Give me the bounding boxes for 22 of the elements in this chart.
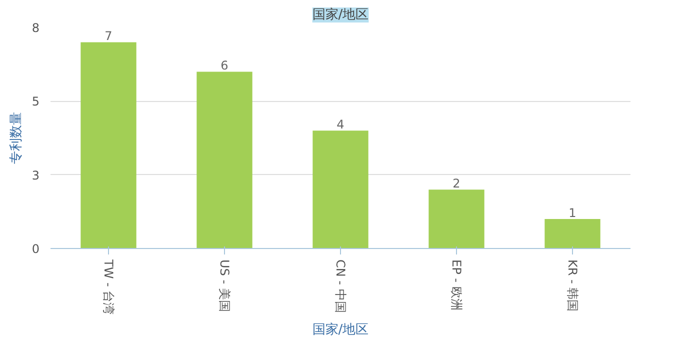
x-tick-label: TW - 台湾 xyxy=(102,258,116,315)
data-label: 2 xyxy=(452,176,460,191)
x-tick-label: CN - 中国 xyxy=(334,260,348,313)
y-tick-label: 8 xyxy=(32,21,40,35)
data-label: 7 xyxy=(104,29,112,44)
bar xyxy=(196,72,252,248)
y-tick-label: 5 xyxy=(32,94,40,109)
x-tick-label: EP - 欧洲 xyxy=(450,260,464,310)
chart-title: 国家/地区 xyxy=(312,6,369,22)
x-tick-label: US - 美国 xyxy=(218,260,232,312)
y-tick-label: 0 xyxy=(32,242,40,256)
y-tick-label: 3 xyxy=(32,168,40,182)
data-label: 6 xyxy=(220,58,228,73)
y-axis-title: 专利数量 xyxy=(8,112,24,164)
bar xyxy=(80,42,136,248)
bar xyxy=(312,130,368,248)
data-label: 4 xyxy=(336,118,344,132)
bar xyxy=(428,190,484,248)
data-label: 1 xyxy=(568,206,576,220)
x-tick-label: KR - 韩国 xyxy=(566,260,580,312)
bar xyxy=(544,219,600,248)
x-axis-title: 国家/地区 xyxy=(312,322,369,338)
